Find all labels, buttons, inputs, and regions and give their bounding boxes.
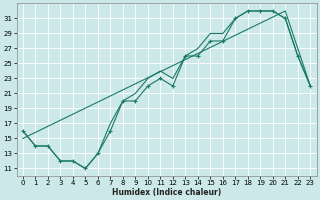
X-axis label: Humidex (Indice chaleur): Humidex (Indice chaleur) (112, 188, 221, 197)
